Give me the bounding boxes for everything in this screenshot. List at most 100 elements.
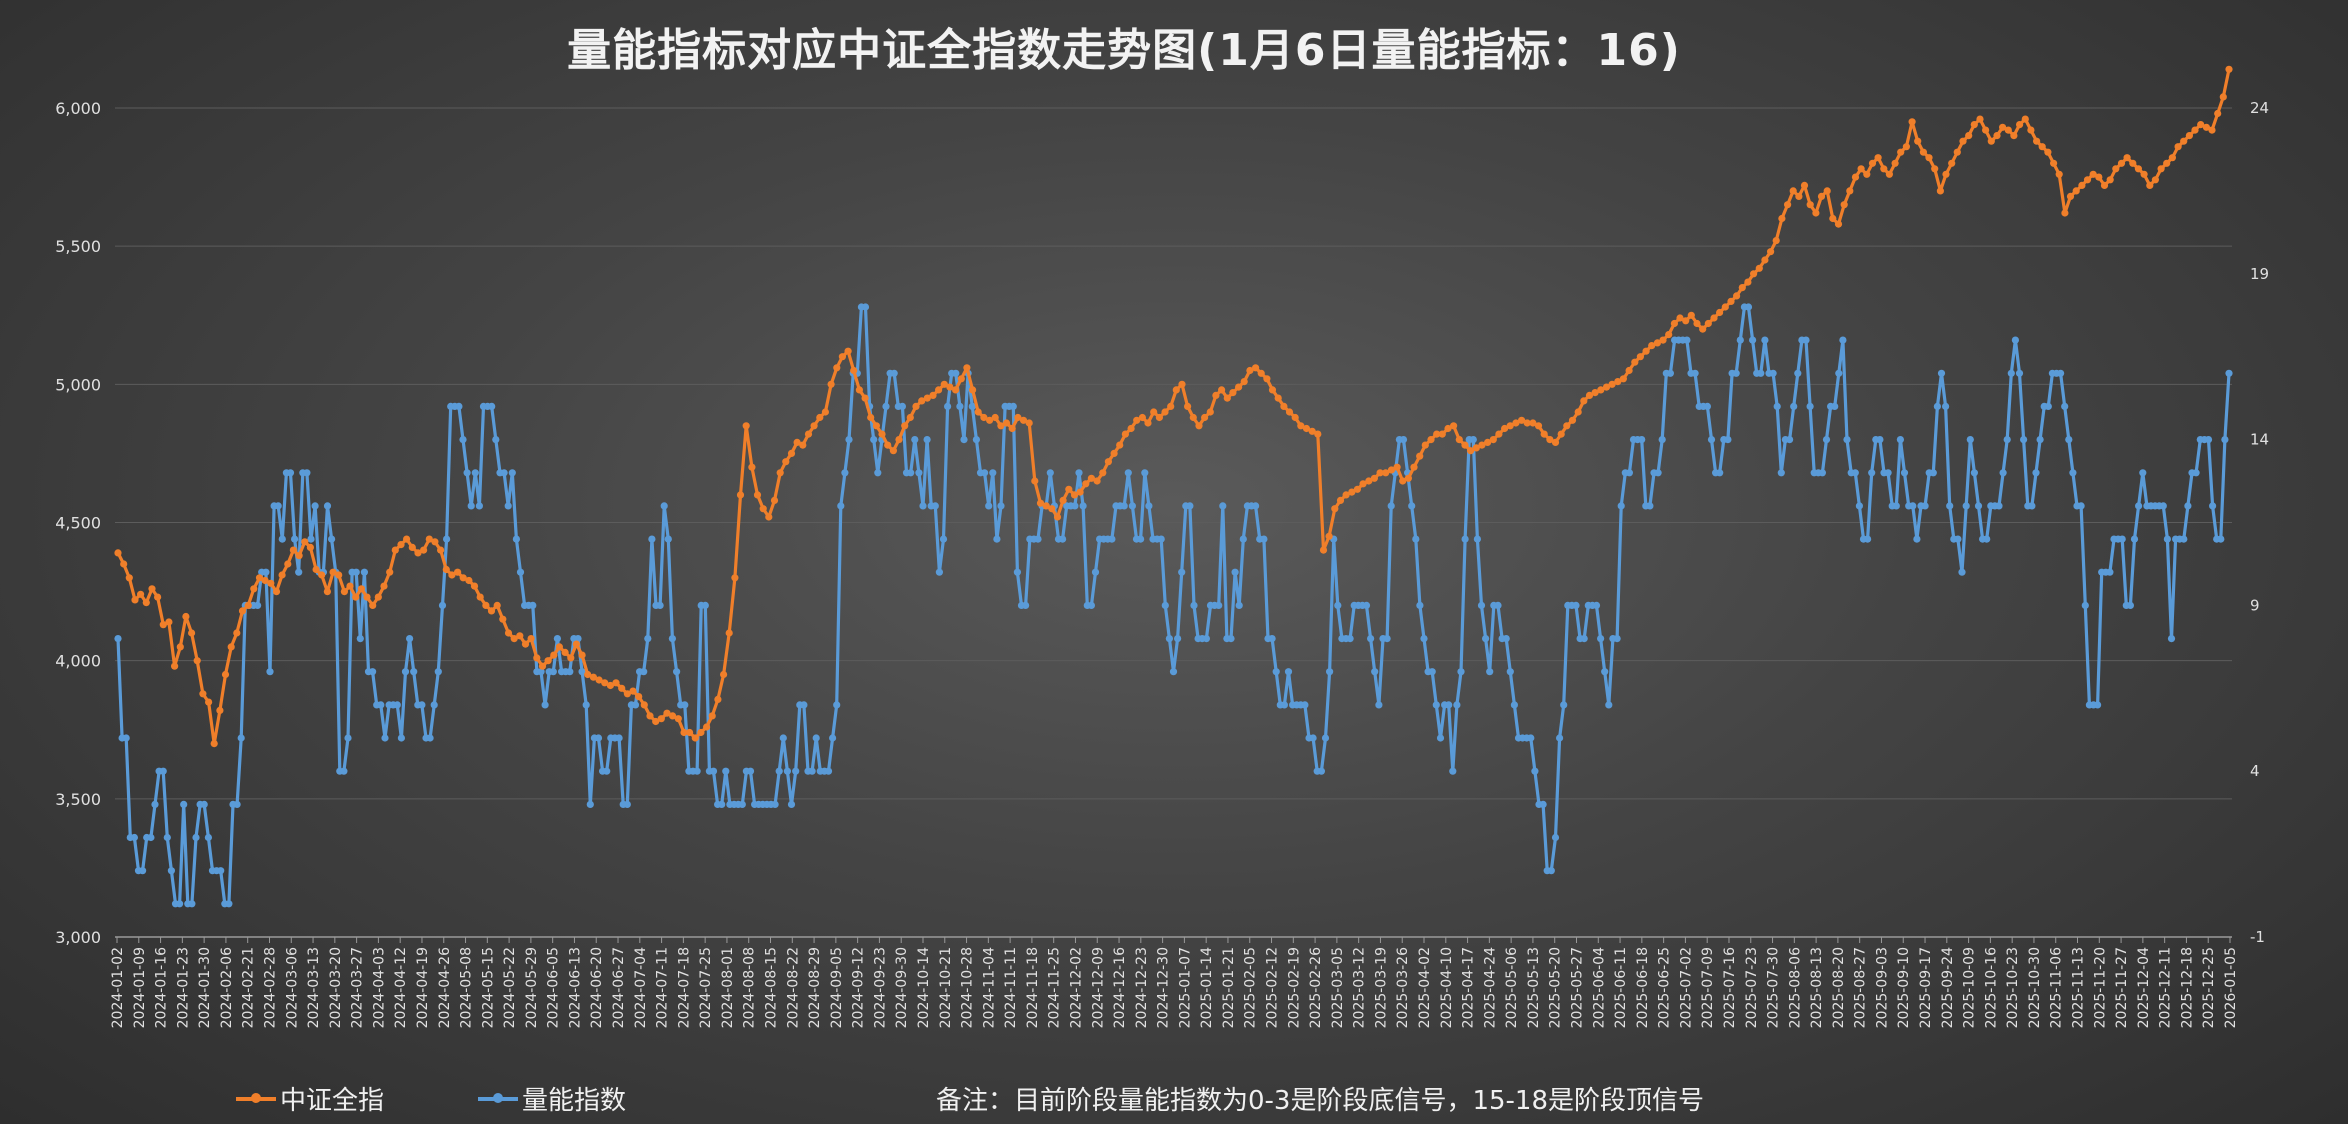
data-point: [553, 635, 562, 643]
x-tick-label: 2025-12-11: [2158, 947, 2174, 1028]
data-point: [746, 767, 755, 775]
data-point: [1736, 336, 1744, 344]
data-point: [1455, 436, 1463, 444]
data-point: [1767, 248, 1775, 256]
data-point: [261, 576, 269, 585]
data-point: [963, 364, 971, 372]
chart-note: 备注：目前阶段量能指数为0-3是阶段底信号，15-18是阶段顶信号: [936, 1086, 1705, 1116]
data-point: [874, 469, 882, 477]
data-point: [800, 701, 808, 709]
x-tick-label: 2025-02-26: [1308, 947, 1324, 1028]
data-point: [898, 402, 907, 410]
data-point: [1227, 635, 1235, 643]
x-tick-label: 2024-11-18: [1025, 947, 1041, 1028]
data-point: [911, 436, 919, 444]
data-point: [2204, 436, 2213, 444]
data-point: [594, 734, 603, 742]
data-point: [434, 668, 442, 676]
x-tick-label: 2024-09-23: [872, 947, 888, 1028]
x-tick-label: 2025-07-30: [1766, 947, 1782, 1028]
data-point: [779, 734, 787, 742]
x-tick-label: 2024-10-14: [916, 947, 932, 1028]
data-point: [380, 582, 388, 590]
x-tick-label: 2025-10-09: [1962, 947, 1978, 1028]
data-point: [1263, 375, 1271, 383]
data-point: [1348, 488, 1356, 496]
data-point: [508, 469, 516, 477]
x-tick-label: 2026-01-05: [2223, 947, 2239, 1028]
data-point: [629, 687, 637, 695]
data-point: [1993, 132, 2001, 140]
data-point: [1297, 422, 1305, 430]
x-tick-label: 2025-11-13: [2071, 947, 2087, 1028]
right-tick-label: 4: [2250, 762, 2260, 780]
data-point: [328, 535, 336, 543]
data-point: [167, 867, 175, 875]
x-tick-label: 2025-02-12: [1265, 947, 1281, 1028]
data-point: [1229, 389, 1237, 397]
x-tick-label: 2025-03-19: [1373, 947, 1389, 1028]
data-point: [323, 588, 331, 596]
data-point: [2057, 369, 2065, 377]
data-point: [233, 800, 241, 809]
data-point: [1983, 535, 1991, 543]
data-point: [188, 900, 196, 908]
data-point: [923, 394, 931, 402]
x-tick-label: 2025-10-23: [2005, 947, 2021, 1028]
data-point: [374, 593, 382, 601]
x-tick-label: 2025-05-06: [1504, 947, 1520, 1028]
data-point: [1128, 502, 1136, 510]
data-point: [1174, 635, 1182, 643]
data-point: [244, 601, 252, 610]
legend-item-volume[interactable]: 量能指数: [478, 1080, 626, 1117]
data-point: [182, 612, 190, 621]
data-point: [1506, 422, 1514, 430]
data-point: [787, 449, 796, 457]
data-point: [1560, 701, 1568, 709]
data-point: [1161, 408, 1169, 416]
data-point: [2100, 181, 2109, 189]
data-point: [890, 369, 898, 377]
data-point: [463, 469, 471, 477]
x-tick-label: 2025-07-02: [1678, 947, 1694, 1028]
data-point: [1999, 469, 2007, 477]
data-point: [985, 502, 993, 510]
data-point: [425, 535, 433, 543]
data-point: [470, 582, 479, 590]
data-point: [1150, 408, 1158, 416]
data-point: [1453, 701, 1461, 709]
data-point: [291, 535, 299, 543]
data-point: [1202, 635, 1210, 643]
data-point: [792, 767, 800, 775]
data-point: [180, 800, 188, 809]
data-point: [1246, 366, 1254, 375]
data-point: [968, 402, 976, 410]
data-point: [1638, 436, 1646, 444]
data-point: [1843, 436, 1851, 444]
data-point: [1631, 358, 1639, 366]
data-point: [193, 657, 201, 665]
data-point: [2202, 123, 2210, 131]
data-point: [686, 728, 694, 737]
data-point: [1108, 535, 1116, 543]
data-point: [722, 767, 730, 775]
data-point: [827, 380, 835, 388]
data-point: [1755, 264, 1763, 272]
data-point: [1777, 469, 1785, 477]
data-point: [2036, 436, 2044, 444]
data-point: [804, 430, 813, 438]
data-point: [1093, 477, 1101, 485]
data-point: [346, 582, 354, 590]
x-tick-label: 2025-04-24: [1482, 947, 1498, 1028]
data-point: [1408, 502, 1416, 510]
left-tick-label: 3,500: [55, 790, 101, 809]
data-point: [895, 436, 903, 444]
legend-item-csi[interactable]: 中证全指: [236, 1080, 384, 1117]
data-point: [1900, 469, 1909, 477]
data-point: [1806, 402, 1814, 410]
data-point: [205, 698, 213, 706]
data-point: [131, 596, 139, 604]
data-point: [561, 648, 569, 657]
x-tick-label: 2025-06-04: [1591, 947, 1607, 1028]
